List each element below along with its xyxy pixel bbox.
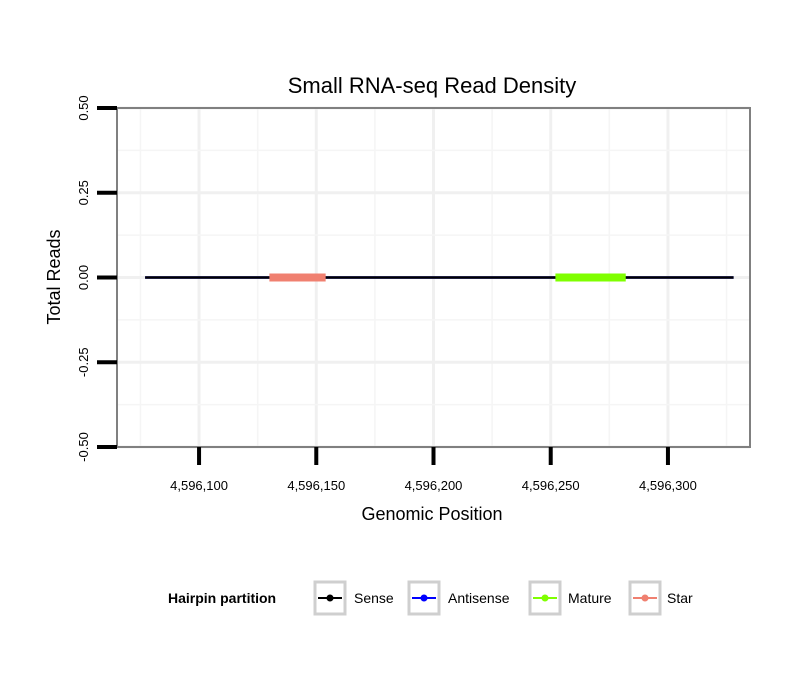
legend-key-point bbox=[641, 594, 649, 602]
legend-key-point bbox=[326, 594, 334, 602]
y-tick-label: 0.00 bbox=[76, 265, 91, 290]
legend-key-point bbox=[541, 594, 549, 602]
legend: Hairpin partition Sense Antisense Mature St… bbox=[168, 580, 693, 616]
y-tick-label: -0.25 bbox=[76, 347, 91, 377]
y-tick-label: 0.25 bbox=[76, 180, 91, 205]
y-axis-label: Total Reads bbox=[44, 229, 64, 324]
x-axis-label: Genomic Position bbox=[361, 504, 502, 524]
chart-title: Small RNA-seq Read Density bbox=[288, 73, 577, 98]
x-tick-label: 4,596,300 bbox=[639, 478, 697, 493]
legend-label: Antisense bbox=[448, 590, 510, 606]
x-axis: 4,596,100 4,596,150 4,596,200 4,596,250 4,59… bbox=[170, 447, 697, 493]
legend-entry-sense: Sense bbox=[313, 580, 394, 616]
legend-entry-star: Star bbox=[628, 580, 693, 616]
legend-label: Star bbox=[667, 590, 693, 606]
x-tick-label: 4,596,150 bbox=[287, 478, 345, 493]
legend-entry-antisense: Antisense bbox=[407, 580, 510, 616]
y-axis: -0.50 -0.25 0.00 0.25 0.50 bbox=[76, 95, 117, 462]
x-tick-label: 4,596,250 bbox=[522, 478, 580, 493]
legend-title: Hairpin partition bbox=[168, 590, 276, 606]
legend-entries: Sense Antisense Mature Star bbox=[313, 580, 693, 616]
y-tick-label: 0.50 bbox=[76, 95, 91, 120]
legend-key-point bbox=[420, 594, 428, 602]
y-tick-label: -0.50 bbox=[76, 432, 91, 462]
x-tick-label: 4,596,200 bbox=[405, 478, 463, 493]
legend-entry-mature: Mature bbox=[528, 580, 612, 616]
legend-label: Mature bbox=[568, 590, 612, 606]
x-tick-label: 4,596,100 bbox=[170, 478, 228, 493]
legend-label: Sense bbox=[354, 590, 394, 606]
